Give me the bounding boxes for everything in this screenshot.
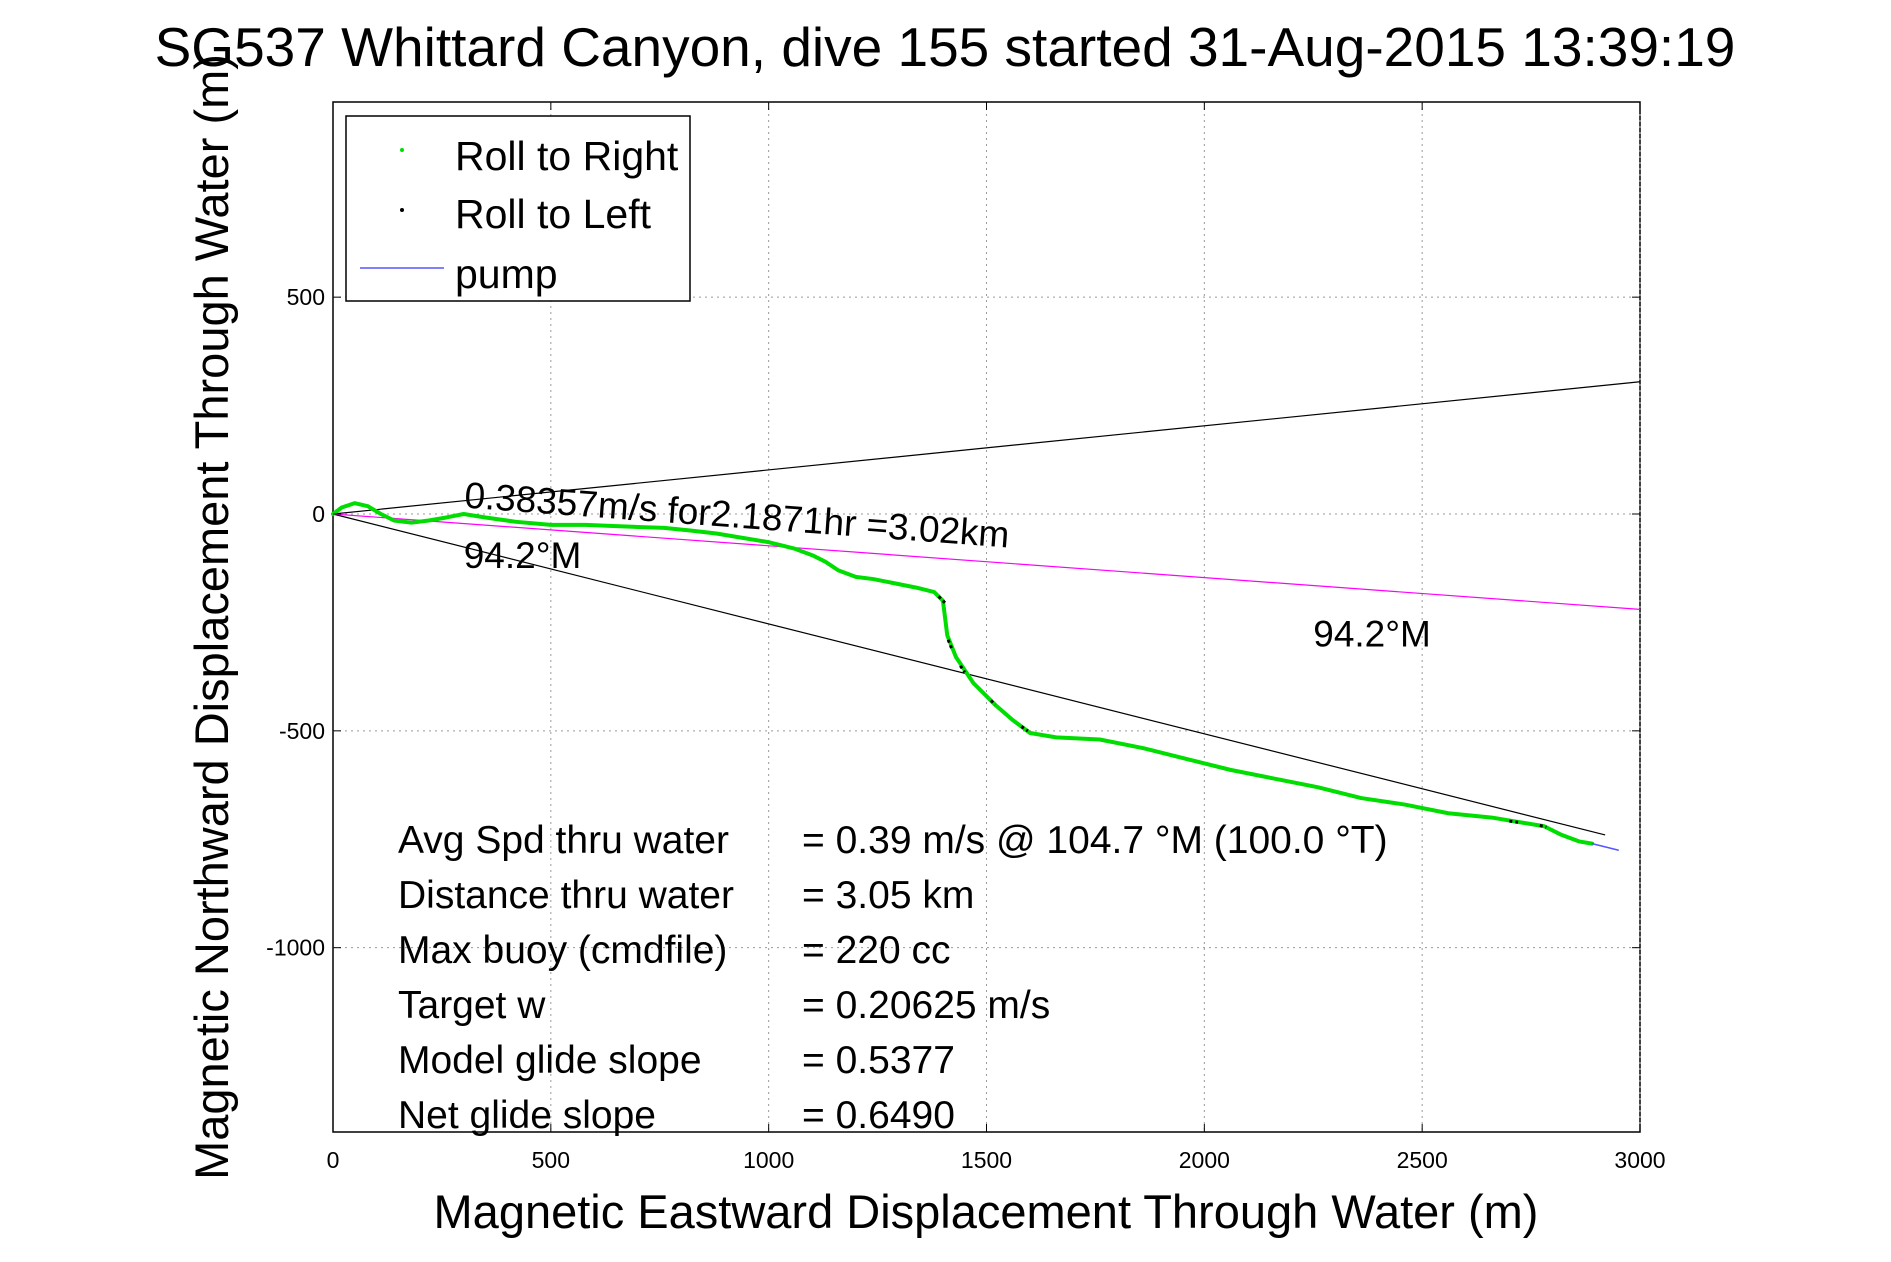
x-tick-label: 2000 bbox=[1179, 1147, 1230, 1173]
legend-marker-roll-left bbox=[400, 208, 404, 212]
stats-label: Distance thru water bbox=[398, 874, 734, 917]
annotation-text: 94.2°M bbox=[1313, 613, 1431, 654]
y-tick-label: 0 bbox=[312, 501, 325, 527]
x-tick-label: 3000 bbox=[1614, 1147, 1665, 1173]
legend: Roll to Right Roll to Left pump bbox=[345, 115, 691, 302]
x-axis-label: Magnetic Eastward Displacement Through W… bbox=[434, 1185, 1539, 1238]
stats-label: Net glide slope bbox=[398, 1094, 656, 1137]
y-axis-label: Magnetic Northward Displacement Through … bbox=[185, 54, 238, 1180]
x-tick-label: 2500 bbox=[1397, 1147, 1448, 1173]
legend-box bbox=[345, 115, 691, 302]
x-tick-label: 0 bbox=[327, 1147, 340, 1173]
x-tick-label: 1000 bbox=[743, 1147, 794, 1173]
legend-marker-roll-right bbox=[400, 148, 404, 152]
stats-label: Avg Spd thru water bbox=[398, 819, 729, 862]
stats-value: = 0.6490 bbox=[802, 1094, 955, 1137]
series-roll-to-left-segment bbox=[1020, 725, 1029, 733]
series-roll-to-right bbox=[331, 501, 1595, 846]
y-tick-label: 500 bbox=[287, 284, 325, 310]
reference-line bbox=[332, 381, 1641, 515]
series-pump bbox=[1591, 842, 1619, 851]
axis-ticks: 0 500 1000 1500 2000 2500 3000 500 0 -500 -1000 bbox=[266, 102, 1666, 1173]
legend-label-pump: pump bbox=[455, 251, 558, 297]
stats-value: = 0.20625 m/s bbox=[802, 984, 1050, 1027]
stats-value: = 0.5377 bbox=[802, 1039, 955, 1082]
series-roll-to-left-segment bbox=[937, 595, 947, 604]
stats-panel: Avg Spd thru water = 0.39 m/s @ 104.7 °M … bbox=[398, 819, 1388, 1137]
x-tick-label: 500 bbox=[532, 1147, 570, 1173]
legend-label-roll-left: Roll to Left bbox=[455, 191, 652, 237]
series-roll-to-left-segment bbox=[989, 699, 997, 706]
series-roll-to-left-segment bbox=[1509, 819, 1519, 824]
stats-value: = 3.05 km bbox=[802, 874, 974, 917]
reference-line bbox=[332, 513, 1641, 611]
annotation-text: 94.2°M bbox=[464, 535, 582, 576]
series-roll-to-left-segment bbox=[1539, 823, 1547, 829]
stats-label: Target w bbox=[398, 984, 546, 1027]
stats-value: = 220 cc bbox=[802, 929, 951, 972]
stats-label: Model glide slope bbox=[398, 1039, 702, 1082]
chart-title: SG537 Whittard Canyon, dive 155 started … bbox=[155, 16, 1736, 78]
x-tick-label: 1500 bbox=[961, 1147, 1012, 1173]
stats-value: = 0.39 m/s @ 104.7 °M (100.0 °T) bbox=[802, 819, 1388, 862]
series-roll-to-left-segment bbox=[959, 664, 966, 674]
y-tick-label: -1000 bbox=[266, 935, 325, 961]
data-series bbox=[331, 501, 1619, 851]
y-tick-label: -500 bbox=[279, 718, 325, 744]
series-roll-to-left-segment bbox=[946, 639, 954, 650]
legend-label-roll-right: Roll to Right bbox=[455, 133, 679, 179]
stats-label: Max buoy (cmdfile) bbox=[398, 929, 727, 972]
